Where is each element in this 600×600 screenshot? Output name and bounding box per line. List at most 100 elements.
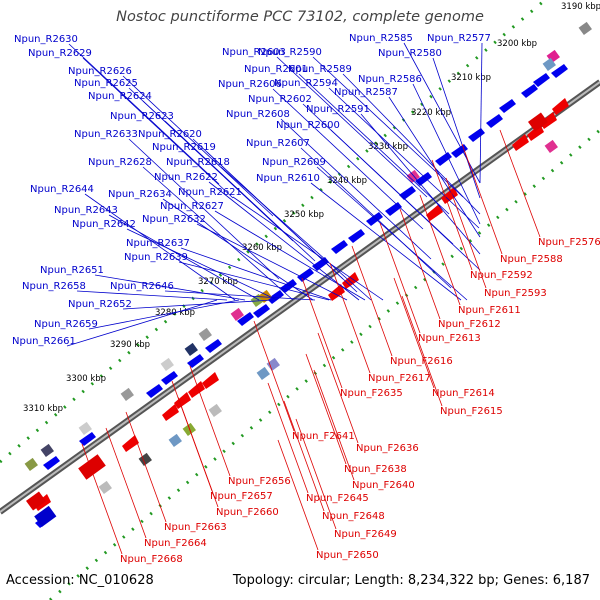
forward-label-leader bbox=[431, 159, 473, 271]
genome-title: Nostoc punctiforme PCC 73102, complete g… bbox=[116, 9, 484, 25]
forward-gene-arrow bbox=[122, 435, 139, 452]
gene-labels-layer: Npun_R2630 Npun_R2629 Npun_R2626Npun_R2625… bbox=[12, 33, 600, 565]
reverse-label-leader bbox=[300, 147, 452, 289]
reverse-label-leader bbox=[272, 88, 424, 230]
gene-feature-block bbox=[198, 327, 212, 341]
reverse-gene-label: Npun_R2659 bbox=[34, 319, 98, 330]
reverse-gene-arrow bbox=[399, 186, 416, 200]
forward-label-leader bbox=[393, 277, 435, 389]
reverse-label-leader bbox=[164, 120, 316, 262]
forward-gene-label: Npun_F2645 bbox=[306, 493, 369, 504]
reverse-gene-label: Npun_R2637 bbox=[126, 238, 190, 249]
forward-gene-label: Npun_F2636 bbox=[356, 443, 419, 454]
reverse-gene-label: Npun_R2629 bbox=[28, 48, 92, 59]
scale-tick-label: 3230 kbp bbox=[368, 142, 408, 152]
gene-feature-block bbox=[78, 421, 92, 435]
gene-feature-block bbox=[184, 342, 198, 356]
forward-label-leader bbox=[189, 365, 231, 477]
reverse-gene-arrow bbox=[79, 432, 96, 446]
reverse-gene-arrow bbox=[43, 456, 60, 470]
reverse-gene-arrow bbox=[486, 114, 503, 128]
reverse-label-leader bbox=[412, 83, 481, 225]
reverse-gene-arrow bbox=[348, 229, 365, 243]
reverse-label-leader bbox=[342, 73, 481, 215]
forward-gene-label: Npun_F2656 bbox=[228, 476, 291, 487]
forward-label-leader bbox=[81, 443, 123, 555]
reverse-gene-label: Npun_R2622 bbox=[154, 172, 218, 183]
forward-gene-block bbox=[78, 454, 106, 480]
reverse-gene-label: Npun_R2630 bbox=[14, 34, 78, 45]
forward-gene-label: Npun_F2660 bbox=[216, 507, 279, 518]
reverse-gene-arrow bbox=[297, 268, 314, 282]
reverse-gene-label: Npun_R2620 bbox=[138, 129, 202, 140]
forward-gene-arrow bbox=[426, 204, 443, 221]
reverse-gene-label: Npun_R2644 bbox=[30, 184, 94, 195]
gene-feature-block bbox=[160, 357, 174, 371]
reverse-gene-arrow bbox=[468, 128, 485, 142]
reverse-label-leader bbox=[122, 299, 274, 310]
scale-tick-label: 3310 kbp bbox=[23, 404, 63, 414]
forward-gene-label: Npun_F2614 bbox=[432, 388, 495, 399]
reverse-gene-label: Npun_R2652 bbox=[68, 299, 132, 310]
gene-feature-block bbox=[406, 169, 420, 183]
gene-feature-block bbox=[578, 21, 592, 35]
genome-summary-text: Topology: circular; Length: 8,234,322 bp… bbox=[232, 573, 590, 588]
gene-feature-block bbox=[230, 307, 244, 321]
reverse-label-leader bbox=[298, 73, 450, 215]
reverse-label-leader bbox=[208, 181, 360, 301]
reverse-gene-label: Npun_R2651 bbox=[40, 265, 104, 276]
reverse-gene-label: Npun_R2618 bbox=[166, 157, 230, 168]
gene-feature-block bbox=[544, 139, 558, 153]
reverse-gene-label: Npun_R2627 bbox=[160, 201, 224, 212]
reverse-label-leader bbox=[312, 56, 464, 198]
reverse-gene-arrow bbox=[521, 84, 538, 98]
forward-gene-arrow bbox=[527, 124, 544, 141]
reverse-gene-arrow bbox=[385, 202, 402, 216]
reverse-gene-arrow bbox=[451, 144, 468, 158]
reverse-label-leader bbox=[178, 261, 330, 301]
reverse-gene-label: Npun_R2623 bbox=[110, 111, 174, 122]
reverse-gene-label: Npun_R2661 bbox=[12, 336, 76, 347]
forward-gene-label: Npun_F2615 bbox=[440, 406, 503, 417]
forward-label-leader bbox=[267, 382, 309, 494]
reverse-label-leader bbox=[164, 290, 316, 301]
forward-label-leader bbox=[401, 295, 443, 407]
forward-gene-label: Npun_F2638 bbox=[344, 464, 407, 475]
reverse-label-leader bbox=[276, 56, 428, 198]
reverse-label-leader bbox=[76, 290, 228, 301]
reverse-gene-arrow bbox=[187, 354, 204, 368]
forward-gene-label: Npun_F2640 bbox=[352, 480, 415, 491]
forward-gene-label: Npun_F2650 bbox=[316, 550, 379, 561]
forward-gene-label: Npun_F2635 bbox=[340, 388, 403, 399]
reverse-gene-arrow bbox=[312, 257, 329, 271]
reverse-label-leader bbox=[432, 57, 481, 199]
reverse-label-leader bbox=[126, 228, 278, 301]
reverse-gene-arrow bbox=[280, 279, 297, 293]
reverse-gene-label: Npun_R2580 bbox=[378, 48, 442, 59]
reverse-gene-label: Npun_R2626 bbox=[68, 66, 132, 77]
forward-gene-label: Npun_F2664 bbox=[144, 538, 207, 549]
forward-gene-arrow bbox=[441, 187, 458, 204]
reverse-gene-block bbox=[34, 505, 57, 527]
forward-gene-label: Npun_F2663 bbox=[164, 522, 227, 533]
scale-tick-label: 3220 kbp bbox=[411, 108, 451, 118]
reverse-gene-label: Npun_R2609 bbox=[262, 157, 326, 168]
gene-feature-block bbox=[98, 480, 112, 494]
reverse-gene-label: Npun_R2633 bbox=[74, 129, 138, 140]
scale-tick-label: 3290 kbp bbox=[110, 340, 150, 350]
forward-gene-arrow bbox=[552, 98, 569, 115]
reverse-label-leader bbox=[84, 193, 236, 301]
gene-features-layer bbox=[24, 21, 592, 528]
reverse-gene-label: Npun_R2628 bbox=[88, 157, 152, 168]
reverse-gene-label: Npun_R2632 bbox=[142, 214, 206, 225]
reverse-gene-label: Npun_R2625 bbox=[74, 78, 138, 89]
reverse-label-leader bbox=[196, 223, 348, 301]
reverse-gene-arrow bbox=[366, 212, 383, 226]
gene-feature-block bbox=[208, 403, 222, 417]
forward-gene-arrow bbox=[188, 381, 205, 398]
gene-feature-block bbox=[24, 457, 38, 471]
forward-gene-label: Npun_F2616 bbox=[390, 356, 453, 367]
reverse-gene-label: Npun_R2610 bbox=[256, 173, 320, 184]
genome-backbone-highlight bbox=[0, 81, 600, 513]
forward-label-leader bbox=[295, 418, 337, 530]
